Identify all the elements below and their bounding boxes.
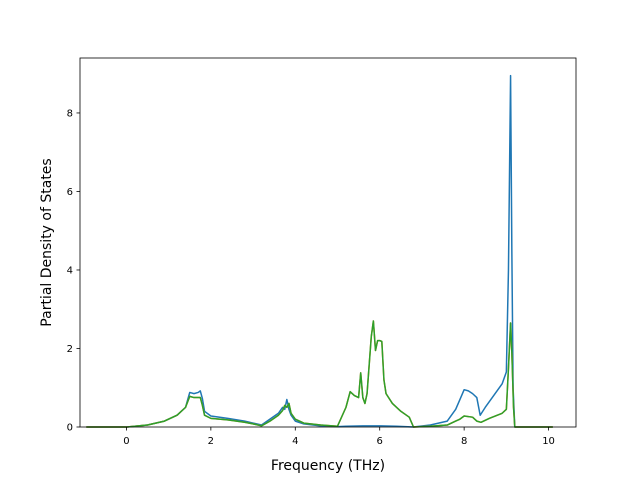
y-tick-label: 8 xyxy=(67,108,73,119)
y-tick-label: 0 xyxy=(67,423,73,434)
y-tick-label: 4 xyxy=(67,265,73,276)
x-tick-label: 4 xyxy=(292,436,298,447)
series-line-3 xyxy=(86,320,553,428)
y-axis-label: Partial Density of States xyxy=(39,158,55,326)
x-tick-label: 10 xyxy=(542,436,555,447)
plot-frame xyxy=(79,57,577,428)
x-tick-label: 6 xyxy=(377,436,383,447)
x-tick-label: 8 xyxy=(461,436,467,447)
series-line-1 xyxy=(86,74,553,428)
x-axis-label: Frequency (THz) xyxy=(271,458,385,474)
y-tick-label: 6 xyxy=(67,187,73,198)
x-tick-label: 0 xyxy=(123,436,129,447)
series-layer xyxy=(86,74,553,428)
y-tick-label: 2 xyxy=(67,344,73,355)
x-axis-ticks: 0 2 4 6 8 10 xyxy=(123,427,555,447)
y-axis-ticks: 0 2 4 6 8 xyxy=(67,108,80,434)
x-tick-label: 2 xyxy=(208,436,214,447)
